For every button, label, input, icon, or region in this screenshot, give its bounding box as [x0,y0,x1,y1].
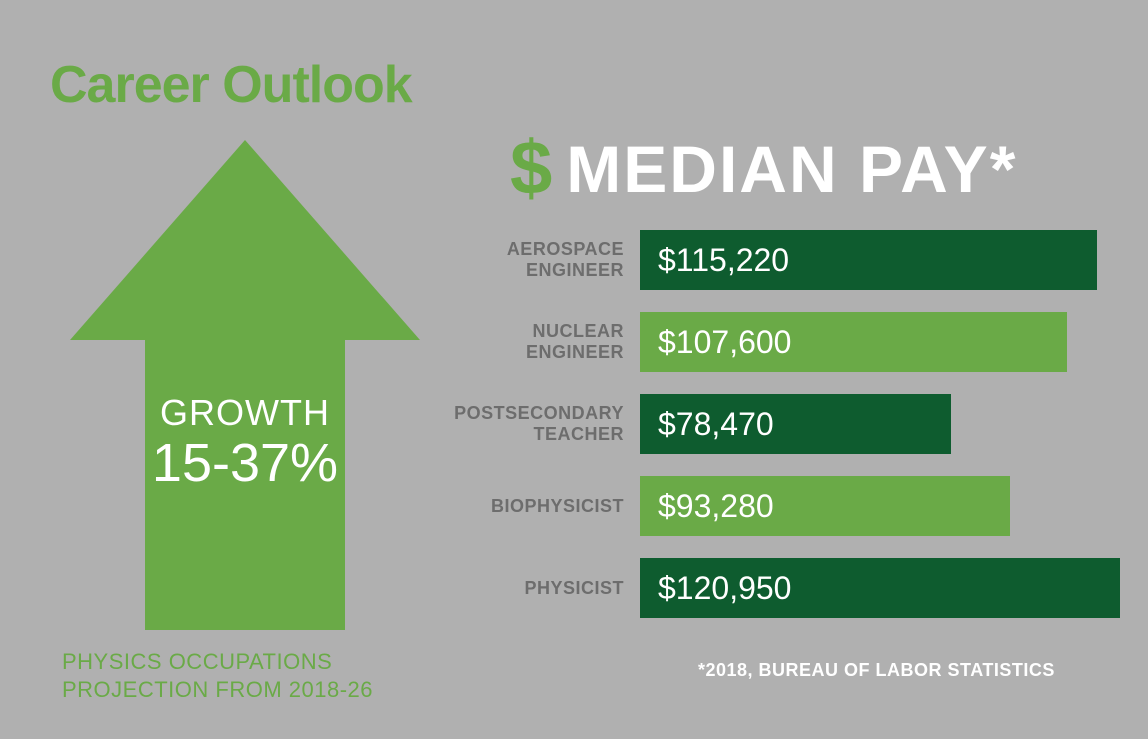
projection-line1: PHYSICS OCCUPATIONS [62,648,373,676]
bar-label: NUCLEARENGINEER [440,321,640,362]
bar-label: AEROSPACEENGINEER [440,239,640,280]
pay-bar-chart: AEROSPACEENGINEER$115,220NUCLEARENGINEER… [440,230,1120,640]
page-title: Career Outlook [50,55,412,115]
growth-label: GROWTH [70,392,420,434]
bar-label: BIOPHYSICIST [440,496,640,517]
bar-row: AEROSPACEENGINEER$115,220 [440,230,1120,290]
projection-line2: PROJECTION FROM 2018-26 [62,676,373,704]
footnote: *2018, BUREAU OF LABOR STATISTICS [698,660,1055,681]
median-pay-header: $ MEDIAN PAY* [510,125,1017,212]
median-pay-title: MEDIAN PAY* [566,131,1017,207]
bar-row: BIOPHYSICIST$93,280 [440,476,1120,536]
bar: $107,600 [640,312,1067,372]
bar-row: POSTSECONDARYTEACHER$78,470 [440,394,1120,454]
projection-caption: PHYSICS OCCUPATIONS PROJECTION FROM 2018… [62,648,373,703]
bar-label: POSTSECONDARYTEACHER [440,403,640,444]
dollar-icon: $ [510,125,552,212]
growth-value: 15-37% [70,432,420,494]
bar-row: PHYSICIST$120,950 [440,558,1120,618]
bar-label: PHYSICIST [440,578,640,599]
bar: $120,950 [640,558,1120,618]
bar: $93,280 [640,476,1010,536]
growth-arrow-shape [70,140,420,630]
bar-row: NUCLEARENGINEER$107,600 [440,312,1120,372]
growth-arrow-block: GROWTH 15-37% [70,140,420,640]
bar: $115,220 [640,230,1097,290]
growth-arrow-icon [70,140,420,640]
bar: $78,470 [640,394,951,454]
